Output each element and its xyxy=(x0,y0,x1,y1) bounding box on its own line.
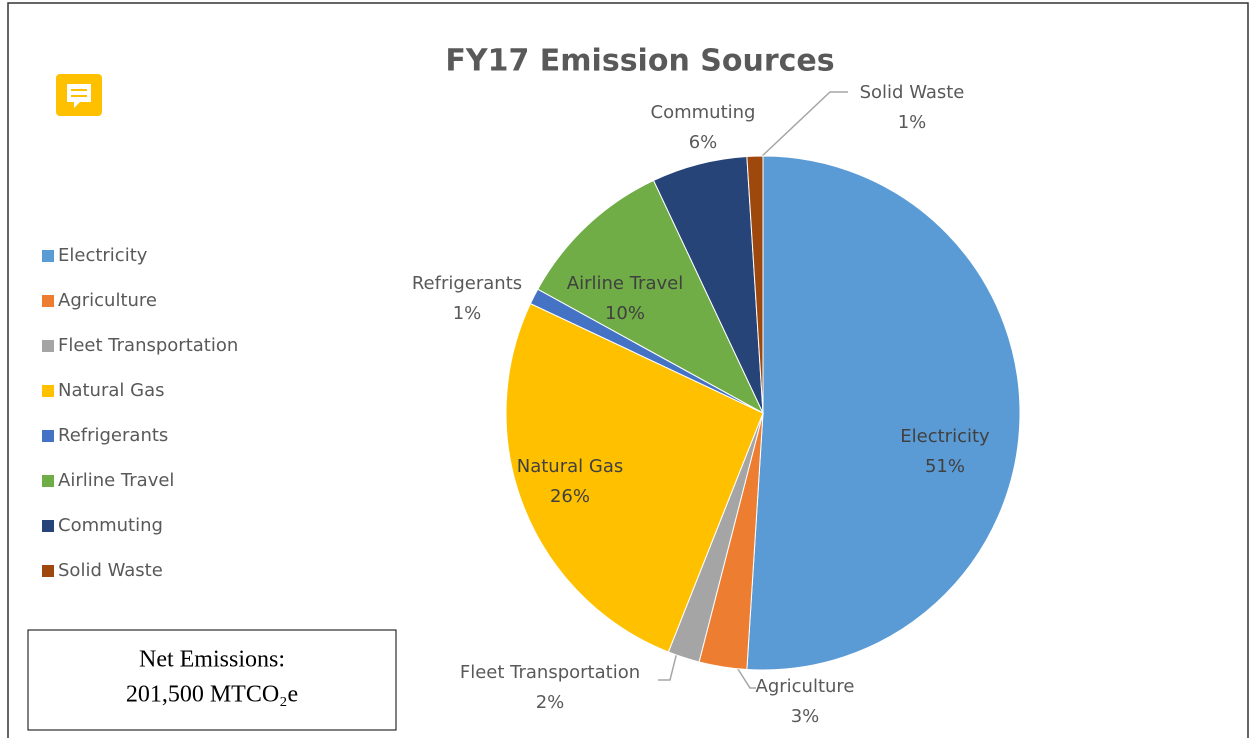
annotation: 201,500 MTCO₂e xyxy=(126,682,298,708)
pie-slice xyxy=(537,179,765,415)
legend-swatch xyxy=(42,340,54,352)
slice-label-name: Natural Gas xyxy=(517,456,623,477)
legend-swatch xyxy=(42,385,54,397)
pie-slice xyxy=(746,155,764,414)
legend-swatch xyxy=(42,475,54,487)
pie-slice xyxy=(505,302,764,653)
slice-label-value: 51% xyxy=(925,456,965,477)
leader-line xyxy=(658,651,678,681)
slice-label-name: Fleet Transportation xyxy=(460,662,640,683)
slice-label-name: Agriculture xyxy=(756,676,855,697)
legend-label: Airline Travel xyxy=(58,470,174,491)
slice-label-value: 2% xyxy=(536,692,565,713)
slice-label-value: 26% xyxy=(550,486,590,507)
legend-swatch xyxy=(42,295,54,307)
comment-icon[interactable] xyxy=(56,74,102,116)
legend-label: Refrigerants xyxy=(58,425,168,446)
slice-label-name: Solid Waste xyxy=(860,82,965,103)
annotation-box xyxy=(27,629,397,731)
slice-label-name: Refrigerants xyxy=(412,273,522,294)
slice-label-name: Electricity xyxy=(900,426,990,447)
pie-slice xyxy=(746,155,1021,671)
slice-label-value: 10% xyxy=(605,303,645,324)
leader-line xyxy=(759,91,848,159)
slice-label-value: 3% xyxy=(791,706,820,727)
chart-title: FY17 Emission Sources xyxy=(445,44,834,79)
slice-label-value: 1% xyxy=(898,112,927,133)
slice-label-value: 6% xyxy=(689,132,718,153)
legend-label: Solid Waste xyxy=(58,560,163,581)
legend-label: Commuting xyxy=(58,515,163,536)
legend-label: Electricity xyxy=(58,245,148,266)
legend-label: Agriculture xyxy=(58,290,157,311)
legend-label: Fleet Transportation xyxy=(58,335,238,356)
legend-swatch xyxy=(42,565,54,577)
slice-label-name: Commuting xyxy=(651,102,756,123)
legend-label: Natural Gas xyxy=(58,380,164,401)
slice-label-name: Airline Travel xyxy=(567,273,683,294)
legend-swatch xyxy=(42,250,54,262)
slice-label-value: 1% xyxy=(453,303,482,324)
leader-line xyxy=(735,665,756,689)
legend-swatch xyxy=(42,430,54,442)
legend-swatch xyxy=(42,520,54,532)
annotation: Net Emissions: xyxy=(139,647,285,673)
